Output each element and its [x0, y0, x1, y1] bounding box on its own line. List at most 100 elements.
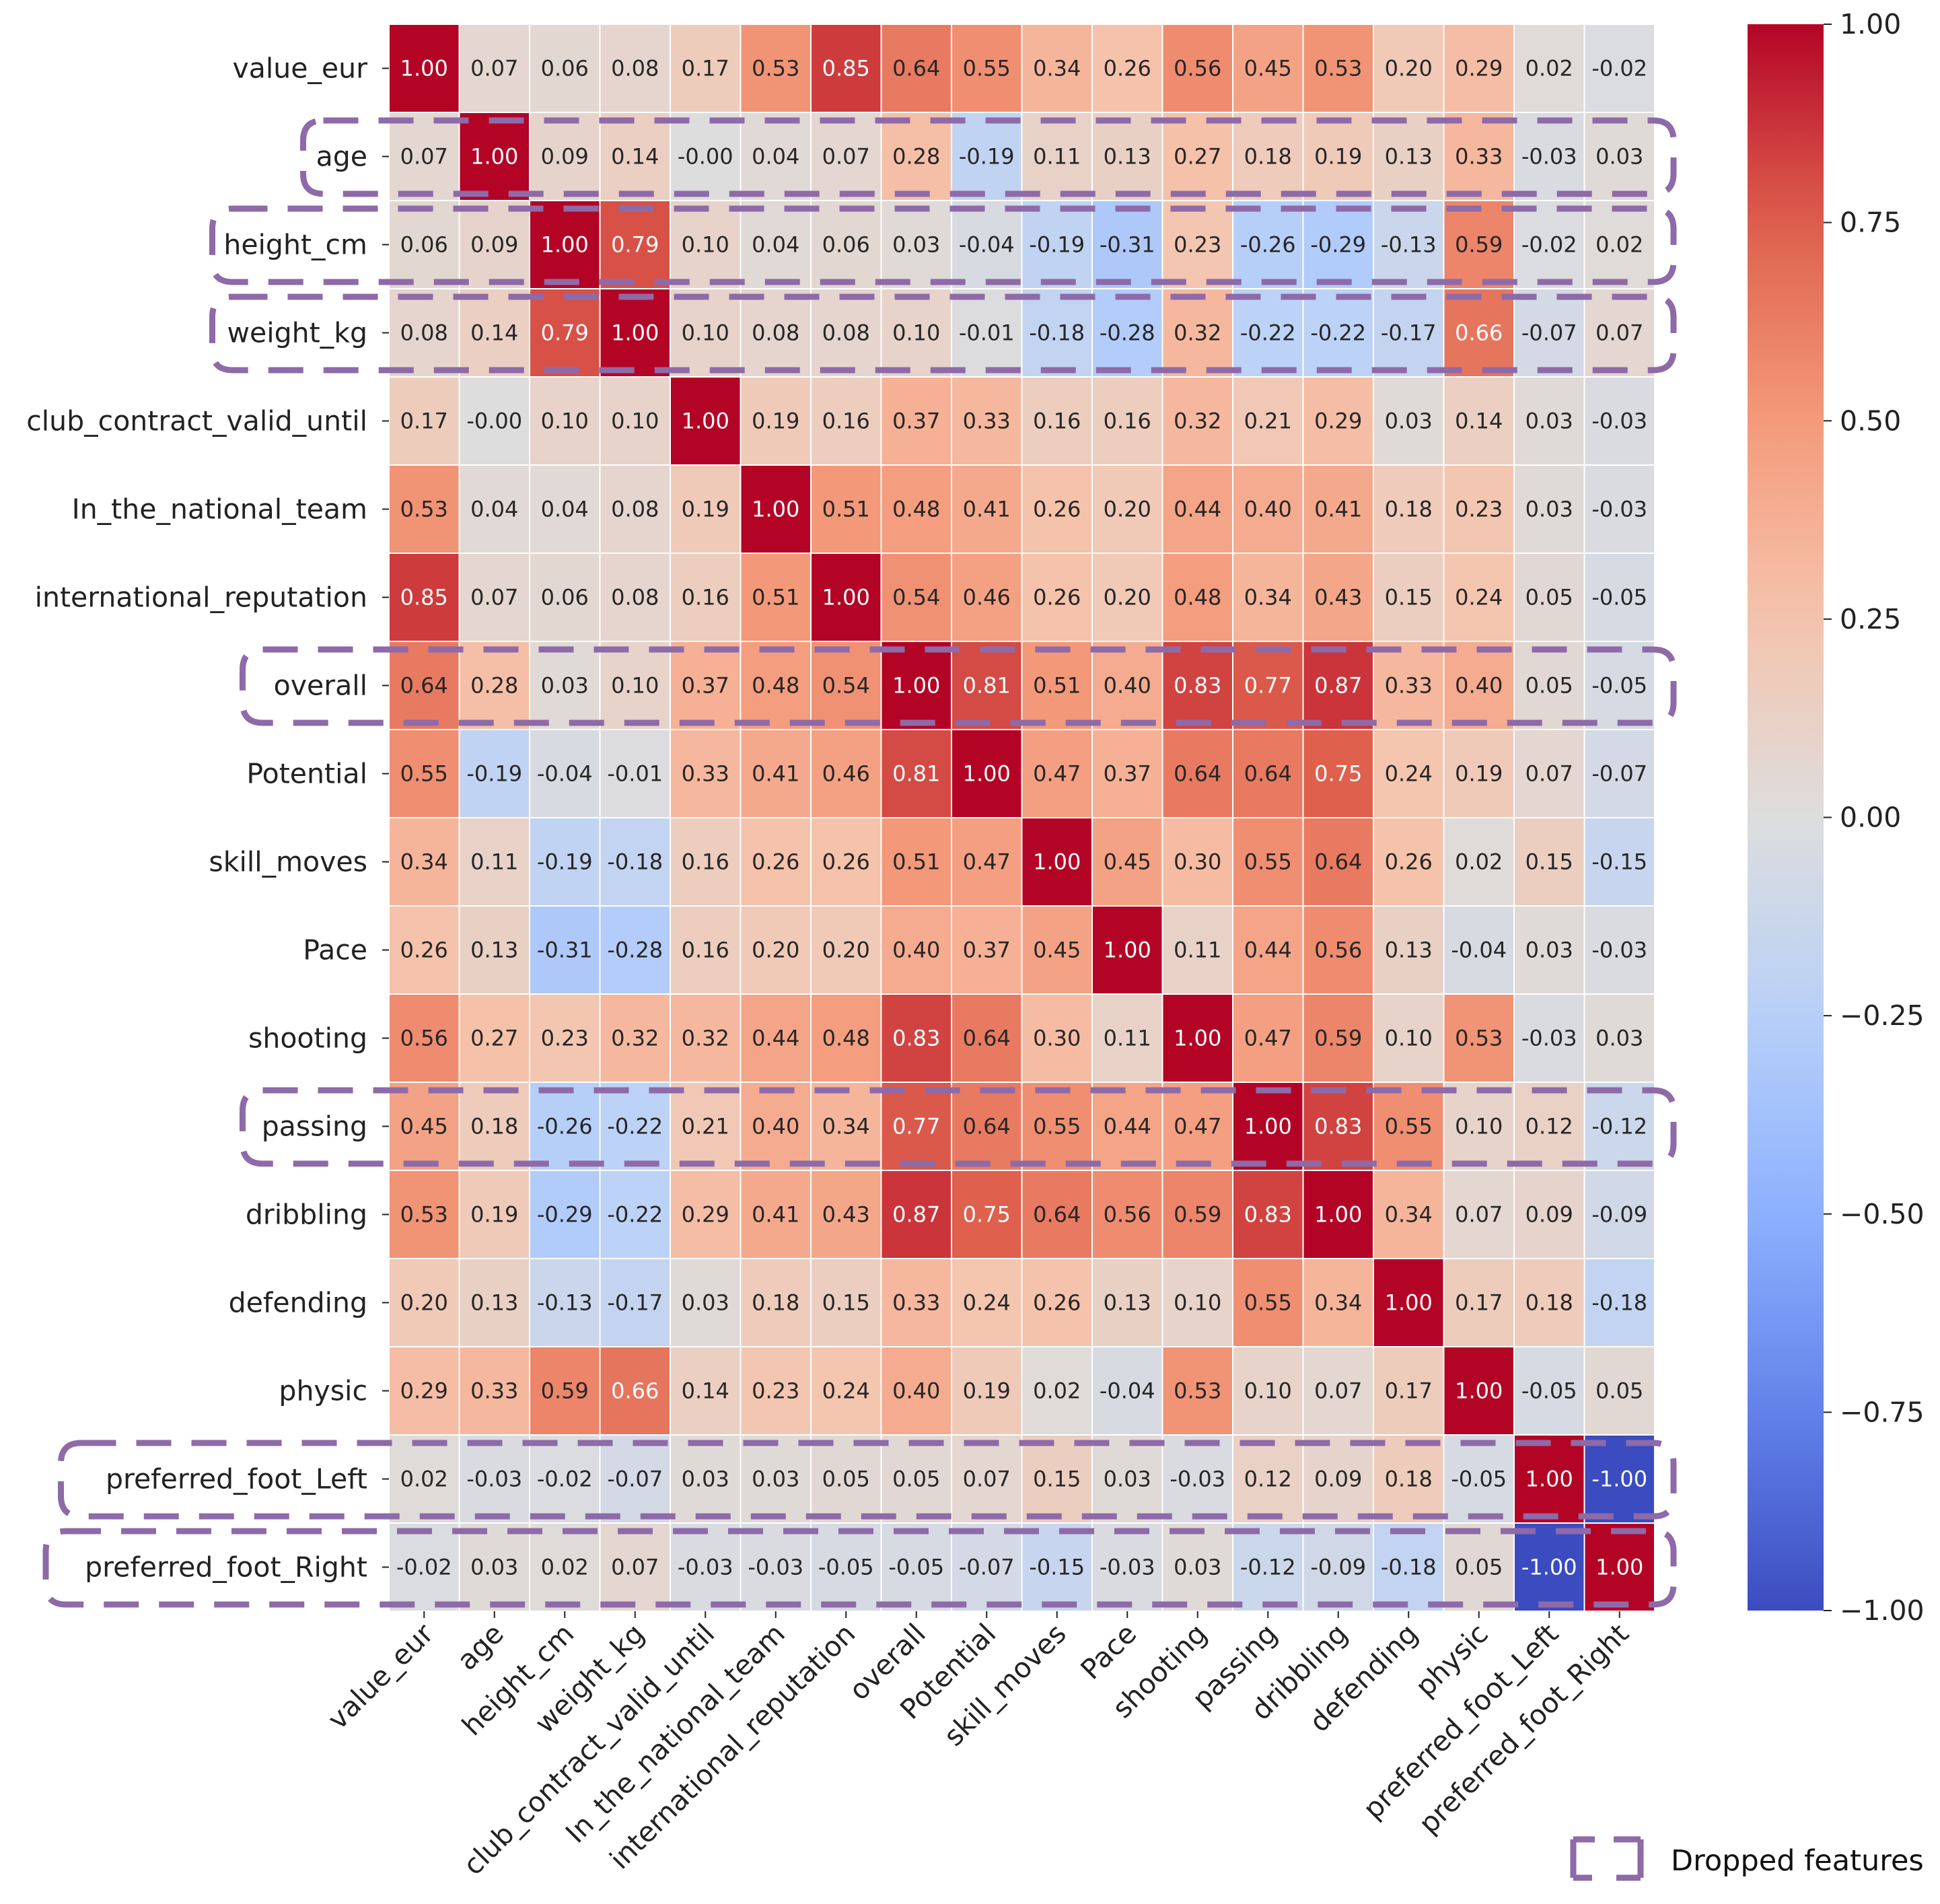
cell-value-label: -0.09 — [1310, 1555, 1366, 1580]
heatmap-cell — [1091, 905, 1163, 995]
heatmap-cell — [880, 905, 952, 995]
cell-value-label: 0.41 — [963, 497, 1011, 522]
heatmap-cell — [1583, 200, 1655, 289]
heatmap-cell — [880, 729, 952, 818]
cell-value-label: 0.20 — [822, 938, 870, 963]
column-labels: value_eur ageheight_cmweight_kgclub_contr… — [322, 1611, 1635, 1881]
cell-value-label: 0.44 — [1244, 938, 1292, 963]
heatmap-cell — [1583, 464, 1655, 554]
cell-value-label: 0.33 — [892, 1290, 940, 1316]
row-label: preferred_foot_Right — [85, 1551, 367, 1584]
cell-value-label: -0.03 — [466, 1467, 522, 1492]
cell-value-label: 0.08 — [822, 320, 870, 346]
cell-value-label: 0.77 — [1244, 673, 1292, 699]
cell-value-label: 0.24 — [1455, 585, 1503, 610]
cell-value-label: 0.46 — [963, 585, 1011, 610]
cell-value-label: -0.00 — [678, 144, 733, 170]
cell-value-label: 0.05 — [822, 1467, 870, 1492]
cell-value-label: 0.08 — [611, 497, 659, 522]
cell-value-label: -0.04 — [1451, 938, 1507, 963]
cell-value-label: 0.34 — [1314, 1290, 1362, 1316]
cell-value-label: 0.33 — [963, 409, 1011, 434]
cell-value-label: -0.03 — [1591, 938, 1647, 963]
heatmap-cell — [1583, 729, 1655, 818]
cell-value-label: -0.07 — [959, 1555, 1015, 1580]
cell-value-label: 0.06 — [541, 56, 589, 81]
cell-value-label: 0.28 — [892, 144, 940, 170]
heatmap-cell — [529, 1434, 601, 1524]
heatmap-cell — [1091, 729, 1163, 818]
cell-value-label: 0.03 — [1104, 1467, 1151, 1492]
cell-value-label: 0.07 — [470, 585, 518, 610]
cell-value-label: 0.11 — [1174, 938, 1221, 963]
cell-value-label: 0.32 — [1174, 409, 1221, 434]
heatmap-cell — [1021, 1434, 1093, 1524]
dropped-feature-highlights — [42, 117, 1677, 1608]
cell-value-label: -0.22 — [607, 1114, 663, 1139]
cell-value-label: 0.55 — [400, 761, 448, 787]
heatmap-cell — [1302, 1434, 1374, 1524]
cell-value-label: 1.00 — [1244, 1114, 1292, 1139]
heatmap-cell — [458, 729, 530, 818]
heatmap-cell — [1232, 464, 1304, 554]
cell-value-label: 0.51 — [822, 497, 870, 522]
heatmap-cell — [1513, 729, 1585, 818]
cell-value-label: 0.26 — [400, 938, 448, 963]
heatmap-cell — [1091, 112, 1163, 201]
heatmap-cell — [1513, 905, 1585, 995]
cell-value-label: 0.34 — [1385, 1202, 1433, 1228]
heatmap-cell — [529, 905, 601, 995]
cell-value-label: 0.02 — [1525, 56, 1573, 81]
cell-value-label: 0.07 — [470, 56, 518, 81]
heatmap-cell — [458, 817, 530, 907]
cell-value-label: 1.00 — [400, 56, 448, 81]
cell-value-label: 0.48 — [822, 1026, 870, 1051]
heatmap-cell — [1302, 905, 1374, 995]
heatmap-cell — [1302, 1522, 1374, 1612]
cell-value-label: 0.17 — [682, 56, 729, 81]
cell-value-label: 0.03 — [1174, 1555, 1221, 1580]
heatmap-cell — [1302, 817, 1374, 907]
cell-value-label: 0.79 — [611, 232, 659, 258]
cell-value-label: 0.47 — [1174, 1114, 1221, 1139]
cell-value-label: 0.48 — [752, 673, 799, 699]
cell-value-label: 0.04 — [752, 144, 799, 170]
heatmap-cell — [1443, 553, 1515, 642]
cell-value-label: 0.15 — [1033, 1467, 1081, 1492]
heatmap-cell — [1302, 1258, 1374, 1347]
cell-value-label: 0.51 — [892, 849, 940, 875]
heatmap-cell — [951, 464, 1023, 554]
cell-value-label: -0.04 — [959, 232, 1015, 258]
heatmap-cell — [1583, 553, 1655, 642]
cell-value-label: 0.08 — [611, 56, 659, 81]
cell-value-label: -0.22 — [1310, 320, 1366, 346]
heatmap-cell — [1161, 553, 1233, 642]
cell-value-label: 0.13 — [1104, 144, 1151, 170]
cell-value-label: 0.24 — [1385, 761, 1433, 787]
heatmap-cell — [388, 464, 460, 554]
heatmap-cell — [1373, 200, 1445, 289]
heatmap-cell — [599, 1082, 671, 1171]
cell-value-label: 0.08 — [752, 320, 799, 346]
heatmap-cell — [1513, 1170, 1585, 1259]
heatmap-cell — [1373, 376, 1445, 466]
heatmap-cell — [458, 112, 530, 201]
cell-value-label: 0.30 — [1174, 849, 1221, 875]
cell-value-label: 0.14 — [682, 1378, 729, 1404]
heatmap-cell — [529, 641, 601, 730]
heatmap-cell — [1021, 993, 1093, 1083]
heatmap-cell — [670, 1258, 742, 1347]
cell-value-label: 0.27 — [470, 1026, 518, 1051]
cell-value-label: -0.02 — [1521, 232, 1577, 258]
heatmap-cell — [1021, 1082, 1093, 1171]
cell-value-label: -0.03 — [1591, 497, 1647, 522]
cell-value-label: 1.00 — [682, 409, 729, 434]
cell-value-label: 0.03 — [1385, 409, 1433, 434]
cell-value-label: 0.04 — [752, 232, 799, 258]
heatmap-cell — [880, 464, 952, 554]
cell-value-label: -0.05 — [1591, 673, 1647, 699]
heatmap-cell — [1161, 200, 1233, 289]
heatmap-cell — [458, 1346, 530, 1436]
heatmap-cell — [1232, 376, 1304, 466]
cell-value-label: 0.08 — [400, 320, 448, 346]
